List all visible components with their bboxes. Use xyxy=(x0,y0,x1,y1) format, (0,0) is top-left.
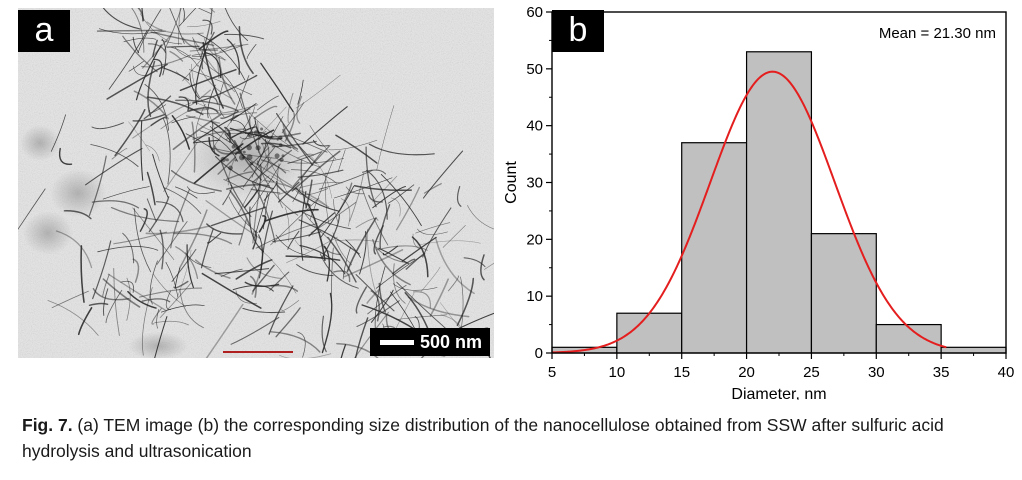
caption-text: (a) TEM image (b) the corresponding size… xyxy=(22,415,944,461)
y-axis-label: Count xyxy=(503,161,520,204)
scale-bar: 500 nm xyxy=(370,328,490,356)
x-tick-label: 5 xyxy=(548,364,556,381)
histogram-bar xyxy=(875,323,942,354)
histogram-bar xyxy=(681,142,748,354)
x-tick-label: 25 xyxy=(803,364,820,381)
y-tick-label: 0 xyxy=(535,345,543,362)
y-tick-label: 40 xyxy=(526,118,543,135)
mean-annotation: Mean = 21.30 nm xyxy=(879,25,996,42)
tem-image xyxy=(18,8,494,358)
figure-caption: Fig. 7. (a) TEM image (b) the correspond… xyxy=(22,412,1012,464)
histogram-bar xyxy=(745,51,813,354)
x-tick-label: 40 xyxy=(998,364,1015,381)
x-tick-label: 10 xyxy=(609,364,626,381)
y-tick-label: 30 xyxy=(526,175,543,192)
x-tick-label: 35 xyxy=(933,364,950,381)
y-tick-label: 50 xyxy=(526,61,543,78)
x-axis-label: Diameter, nm xyxy=(731,386,826,400)
y-tick-label: 10 xyxy=(526,288,543,305)
histogram-bar xyxy=(616,312,683,354)
x-tick-label: 20 xyxy=(738,364,755,381)
caption-fig-label: Fig. 7. xyxy=(22,415,73,435)
histogram-bar xyxy=(940,346,1007,354)
y-tick-label: 20 xyxy=(526,231,543,248)
scale-bar-line xyxy=(380,340,414,345)
tem-micrograph xyxy=(18,8,494,358)
histogram-bar xyxy=(810,233,877,354)
size-distribution-histogram: 5 10 15 20 25 30 35 40 0 10 20 30 40 50 60 Mean = 21.3… xyxy=(503,4,1015,400)
y-tick-label: 60 xyxy=(526,4,543,21)
x-tick-label: 15 xyxy=(673,364,690,381)
panel-a-label: a xyxy=(18,10,70,52)
scale-bar-label: 500 nm xyxy=(420,332,483,352)
panel-b-label: b xyxy=(552,10,604,52)
gaussian-fit-curve xyxy=(551,70,947,354)
x-tick-label: 30 xyxy=(868,364,885,381)
